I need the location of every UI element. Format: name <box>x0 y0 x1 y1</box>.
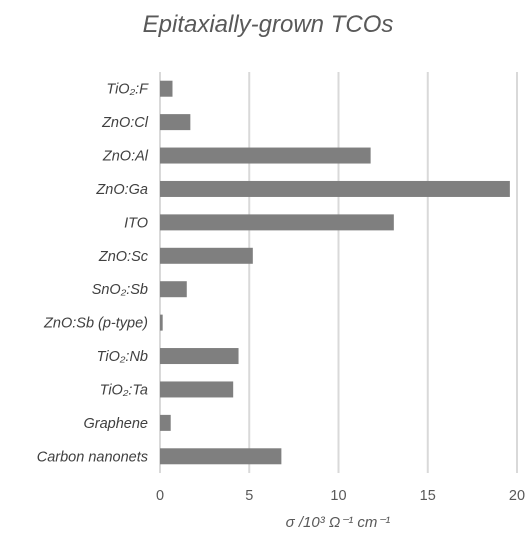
x-tick-labels: 0 5 10 15 20 <box>156 488 525 504</box>
category-label-8: TiO₂:Nb <box>97 349 148 365</box>
bar-2 <box>160 147 371 164</box>
category-label-2: ZnO:Al <box>102 149 149 165</box>
bar-7 <box>160 314 163 331</box>
category-label-10: Graphene <box>84 416 149 432</box>
x-tick-15: 15 <box>420 488 436 504</box>
bar-5 <box>160 247 253 264</box>
x-axis-label: σ /10³ Ω⁻¹ cm⁻¹ <box>286 514 391 531</box>
bar-8 <box>160 348 239 365</box>
category-label-3: ZnO:Ga <box>95 182 148 198</box>
category-label-1: ZnO:Cl <box>101 115 149 131</box>
bars <box>160 80 510 465</box>
category-label-7: ZnO:Sb (p-type) <box>43 316 148 332</box>
bar-1 <box>160 114 191 131</box>
gridlines <box>159 72 518 473</box>
category-label-9: TiO₂:Ta <box>100 382 148 398</box>
bar-4 <box>160 214 394 231</box>
category-label-0: TiO₂:F <box>106 82 149 98</box>
bar-9 <box>160 381 234 398</box>
chart-title: Epitaxially-grown TCOs <box>143 11 394 38</box>
x-tick-10: 10 <box>330 488 346 504</box>
x-tick-0: 0 <box>156 488 164 504</box>
category-label-6: SnO₂:Sb <box>92 282 148 298</box>
bar-6 <box>160 281 187 298</box>
bar-3 <box>160 180 510 197</box>
category-label-5: ZnO:Sc <box>98 249 149 265</box>
category-labels: TiO₂:F ZnO:Cl ZnO:Al ZnO:Ga ITO ZnO:Sc SnO₂:Sb… <box>37 82 149 466</box>
category-label-4: ITO <box>124 215 148 231</box>
bar-11 <box>160 448 282 465</box>
x-tick-5: 5 <box>245 488 253 504</box>
bar-0 <box>160 80 173 97</box>
x-tick-20: 20 <box>509 488 525 504</box>
bar-10 <box>160 414 171 431</box>
category-label-11: Carbon nanonets <box>37 449 148 465</box>
